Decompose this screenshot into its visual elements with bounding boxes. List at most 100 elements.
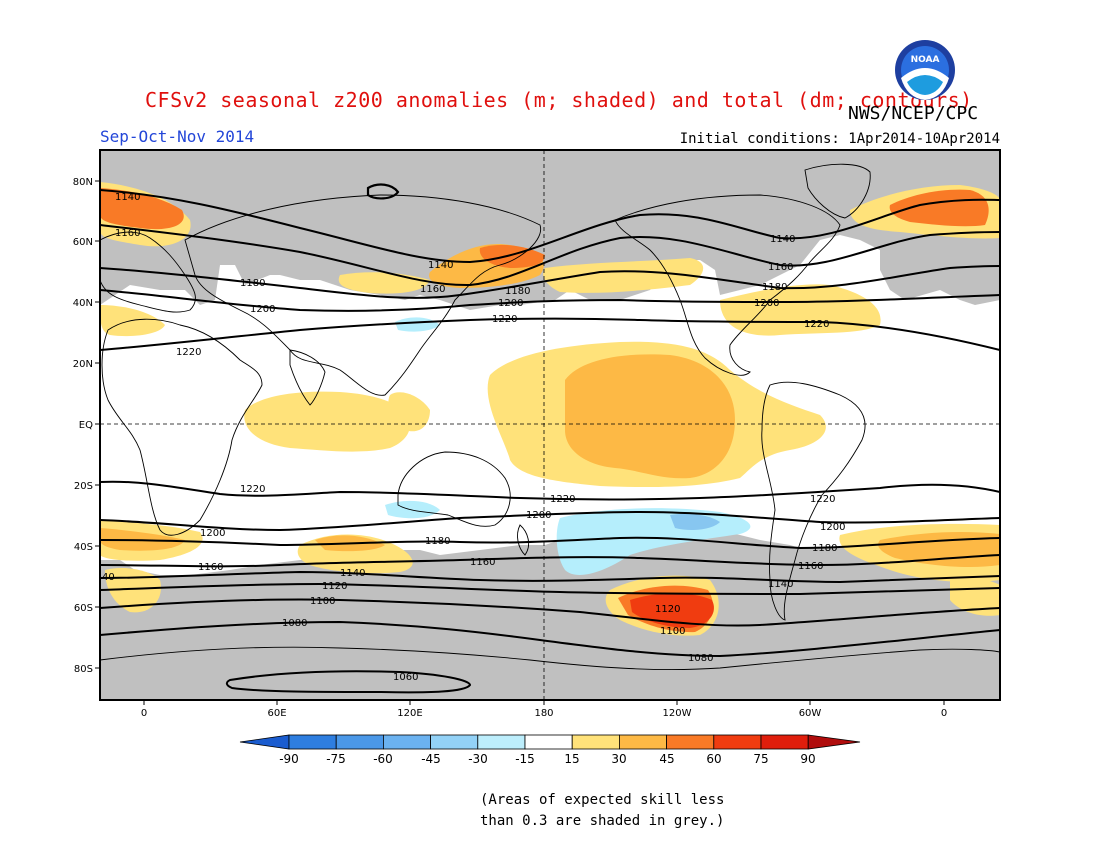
anomaly-maritime-continent	[388, 392, 430, 432]
lon-label: 0	[941, 708, 947, 719]
contour-label: 1120	[655, 604, 680, 615]
colorbar-labels: -90 -75 -60 -45 -30 -15 15 30 45 60 75 9…	[279, 752, 815, 766]
initial-conditions-label: Initial conditions: 1Apr2014-10Apr2014	[679, 131, 1000, 147]
contour-label: 1140	[115, 192, 140, 203]
colorbar	[239, 734, 861, 750]
noaa-logo-icon: NOAA	[895, 40, 955, 100]
map-plot-area: 1140 1160 1180 1200 1220 1140 1160 1180 …	[100, 150, 1000, 700]
contour-label: 1140	[340, 568, 365, 579]
contour-label: 1100	[310, 596, 335, 607]
contour-1160-sh	[100, 554, 1000, 568]
coast-antarctica	[100, 646, 1000, 671]
contour-label: 1180	[762, 282, 787, 293]
coast-greenland	[804, 163, 871, 219]
colorbar-segment	[288, 734, 337, 750]
footnote-line-2: than 0.3 are shaded in grey.)	[480, 813, 725, 829]
contour-1120-sh	[100, 582, 1000, 596]
contour-1200-nh	[100, 289, 1000, 312]
colorbar-segment	[477, 734, 526, 750]
colorbar-tick-label: 60	[706, 752, 721, 766]
colorbar-segment	[430, 734, 479, 750]
lon-label: 0	[141, 708, 147, 719]
anomaly-n-atlantic-europe-core	[100, 188, 184, 230]
contour-label: 1200	[526, 510, 551, 521]
colorbar-min-arrow	[239, 734, 290, 750]
lat-label: 60N	[73, 237, 93, 248]
lon-label: 60W	[799, 708, 822, 719]
contour-label: 1220	[810, 494, 835, 505]
coast-australia	[397, 451, 511, 527]
contour-1220-sh	[100, 480, 1000, 501]
colorbar-segment	[335, 734, 384, 750]
contour-1180-sh	[100, 536, 1000, 550]
season-label: Sep-Oct-Nov 2014	[100, 127, 255, 146]
coast-europe	[100, 231, 196, 313]
coast-new-zealand	[517, 524, 530, 556]
contour-label: 1200	[250, 304, 275, 315]
contour-label: 1160	[470, 557, 495, 568]
colorbar-max-arrow	[807, 734, 861, 750]
contour-1140-nh	[100, 189, 1000, 264]
coast-india	[289, 349, 326, 406]
colorbar-tick-label: -60	[373, 752, 393, 766]
anomaly-s-atlantic-east-core	[878, 532, 1000, 568]
grey-region-north	[100, 150, 1000, 310]
anomaly-s-africa	[105, 568, 161, 613]
colorbar-tick-label: -45	[421, 752, 441, 766]
contour-label: 1220	[492, 314, 517, 325]
latitude-labels: 80N 60N 40N 20N EQ 20S 40S 60S 80S	[73, 177, 93, 675]
lat-label: 40N	[73, 298, 93, 309]
lat-label: 20N	[73, 359, 93, 370]
contour-1140-sh	[100, 570, 1000, 584]
contour-label: 1160	[798, 561, 823, 572]
contour-label: 1180	[425, 536, 450, 547]
contour-1060-sh	[225, 670, 472, 694]
lat-label: 40S	[74, 542, 93, 553]
contour-1220-nh	[100, 317, 1000, 351]
contour-label: 1180	[505, 286, 530, 297]
longitude-axis	[143, 700, 945, 705]
anomaly-indian-ocean	[244, 391, 410, 452]
height-contours	[100, 189, 1000, 694]
contour-1180-nh	[100, 265, 1000, 299]
colorbar-segment	[619, 734, 668, 750]
colorbar-tick-label: -90	[279, 752, 299, 766]
contour-1160-nh	[100, 224, 1000, 287]
contour-1200-sh	[100, 510, 1000, 532]
colorbar-segment	[571, 734, 620, 750]
contour-1100-sh	[100, 598, 1000, 627]
contour-label: 1180	[812, 543, 837, 554]
coast-arctic-island	[366, 183, 400, 200]
positive-anomaly-regions	[100, 182, 1000, 636]
lon-label: 180	[534, 708, 553, 719]
coast-north-america	[614, 194, 841, 376]
lat-label: 60S	[74, 603, 93, 614]
contour-label: 1140	[770, 234, 795, 245]
colorbar-tick-label: 45	[659, 752, 674, 766]
latitude-axis	[95, 180, 100, 669]
contour-label: 1220	[804, 319, 829, 330]
lat-label: 20S	[74, 481, 93, 492]
contour-label: 1220	[550, 494, 575, 505]
longitude-labels: 0 60E 120E 180 120W 60W 0	[141, 708, 947, 719]
contour-label: 1100	[660, 626, 685, 637]
contour-label: 1200	[820, 522, 845, 533]
colorbar-tick-label: 15	[564, 752, 579, 766]
colorbar-tick-label: -75	[326, 752, 346, 766]
contour-label: 1160	[115, 228, 140, 239]
agency-label: NWS/NCEP/CPC	[848, 103, 979, 124]
colorbar-tick-label: -30	[468, 752, 488, 766]
skill-footnote: (Areas of expected skill less than 0.3 a…	[480, 790, 724, 832]
coastlines	[100, 163, 1000, 671]
colorbar-segment	[666, 734, 715, 750]
contour-label: 1160	[768, 262, 793, 273]
contour-labels: 1140 1160 1180 1200 1220 1140 1160 1180 …	[102, 192, 845, 683]
colorbar-segment	[382, 734, 431, 750]
lat-label: 80S	[74, 664, 93, 675]
colorbar-segment	[713, 734, 762, 750]
lat-label: EQ	[79, 420, 93, 431]
lon-label: 60E	[267, 708, 286, 719]
contour-label: 1120	[322, 581, 347, 592]
colorbar-tick-label: 90	[800, 752, 815, 766]
